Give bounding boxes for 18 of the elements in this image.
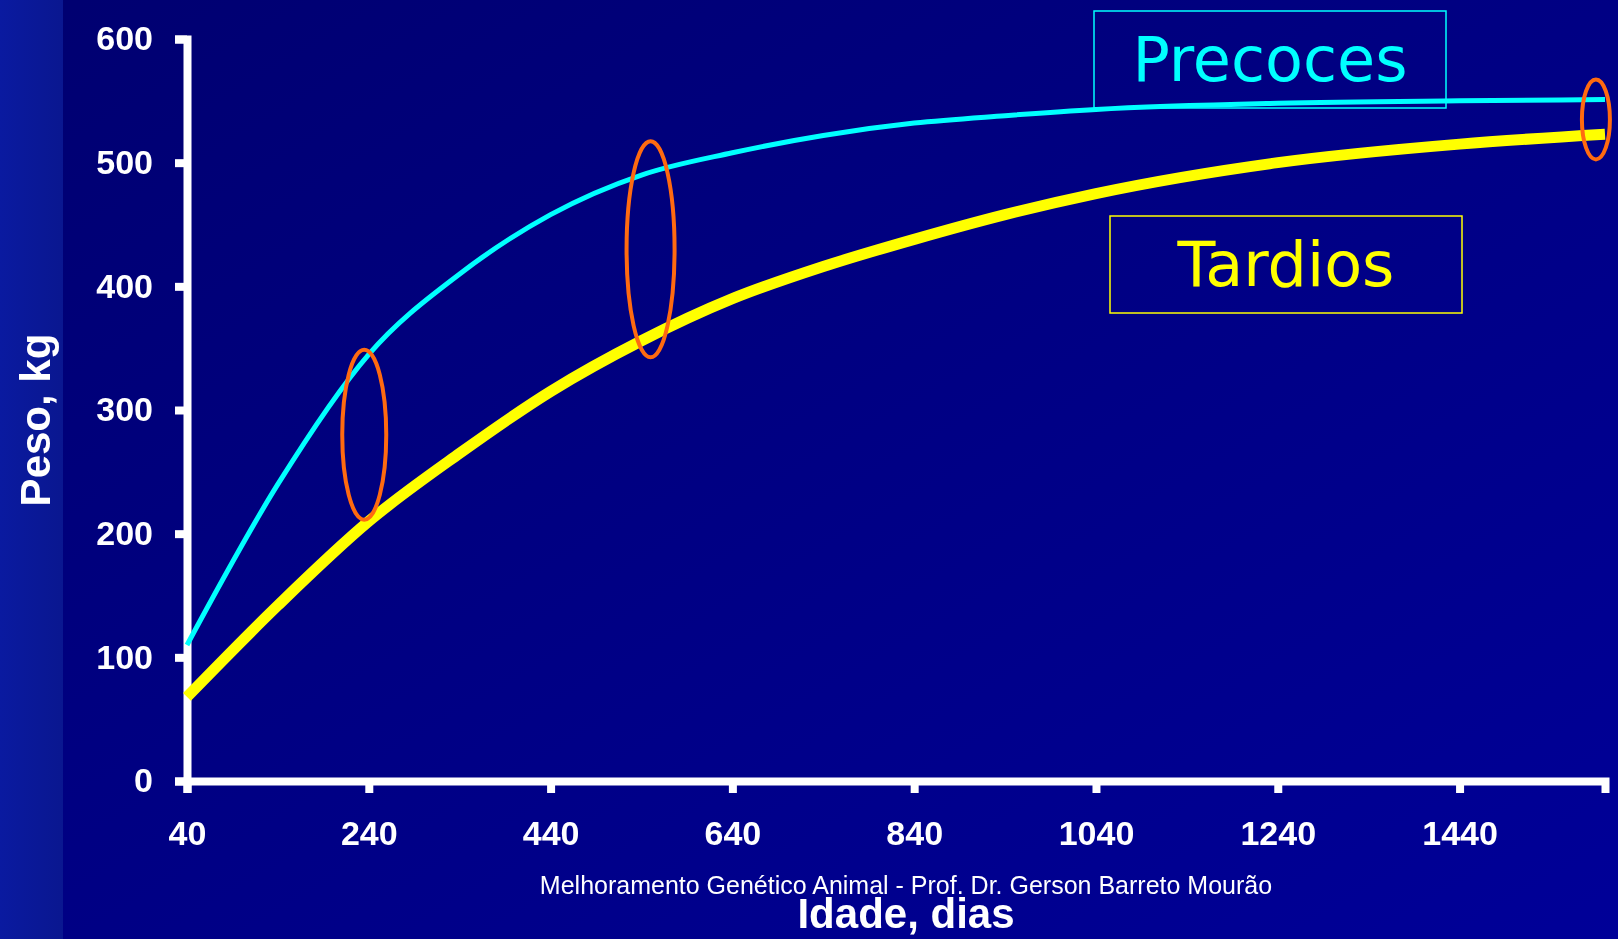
x-tick-label: 640 (704, 814, 762, 853)
x-tick-label: 1440 (1422, 814, 1498, 853)
y-tick-label: 500 (96, 143, 153, 182)
y-tick-label: 100 (96, 637, 153, 676)
y-tick-label: 300 (96, 390, 153, 429)
y-tick-label: 400 (96, 266, 153, 305)
series-label: Precoces (1132, 23, 1408, 97)
x-tick-label: 1240 (1240, 814, 1317, 853)
y-tick-label: 0 (134, 761, 153, 800)
y-tick-label: 200 (96, 514, 153, 553)
x-tick-label: 240 (340, 814, 398, 853)
x-tick-label: 40 (168, 814, 207, 853)
y-tick-label: 600 (96, 19, 153, 58)
series-label: Tardios (1176, 228, 1395, 302)
y-axis-title: Peso, kg (12, 333, 59, 507)
x-tick-label: 1040 (1058, 814, 1135, 853)
x-tick-label: 840 (886, 814, 944, 853)
x-tick-label: 440 (522, 814, 580, 853)
